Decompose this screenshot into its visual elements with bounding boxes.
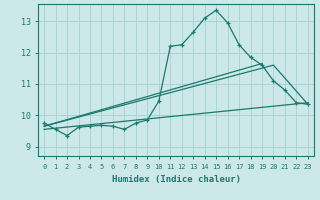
X-axis label: Humidex (Indice chaleur): Humidex (Indice chaleur) (111, 175, 241, 184)
